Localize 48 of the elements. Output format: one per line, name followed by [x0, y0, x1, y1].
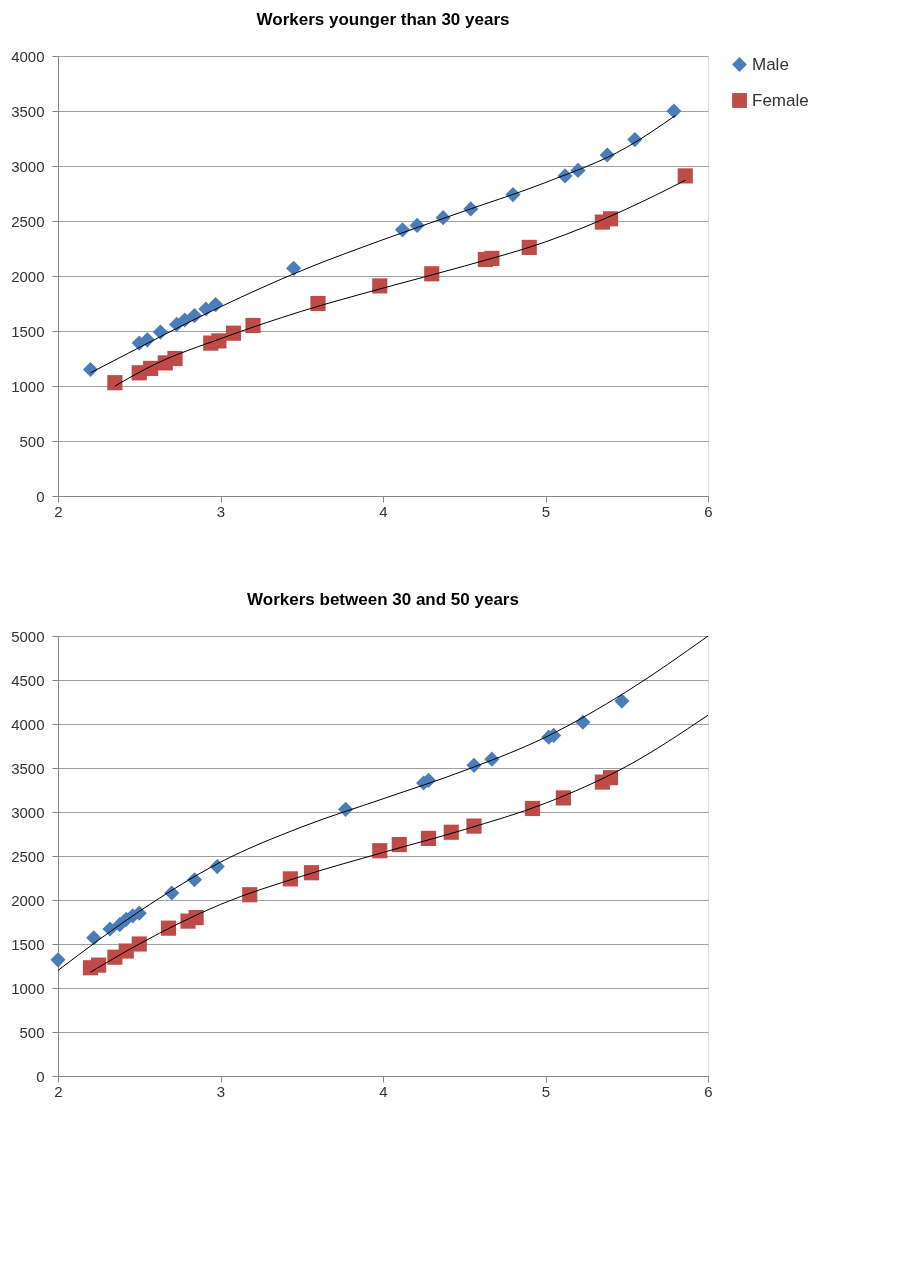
- legend-label: Female: [752, 90, 809, 110]
- point: [286, 260, 302, 276]
- point: [107, 375, 123, 391]
- y-tick-label: 3000: [11, 157, 45, 175]
- y-tick-label: 0: [36, 1067, 45, 1085]
- chart-title: Workers younger than 30 years: [256, 10, 510, 29]
- x-tick-label: 2: [54, 502, 63, 520]
- y-tick-label: 500: [19, 1023, 45, 1041]
- point: [167, 350, 183, 367]
- point: [614, 693, 630, 709]
- y-tick-label: 1000: [11, 979, 45, 997]
- y-tick-label: 4500: [11, 671, 45, 689]
- y-tick-label: 4000: [11, 715, 45, 733]
- y-tick-label: 2500: [11, 847, 45, 865]
- point: [131, 936, 147, 952]
- point: [245, 317, 261, 334]
- point: [466, 818, 482, 834]
- x-tick-label: 6: [704, 1082, 713, 1100]
- y-tick-label: 2000: [11, 891, 45, 909]
- x-tick-label: 5: [541, 502, 551, 520]
- point: [310, 295, 326, 312]
- y-tick-label: 500: [19, 432, 45, 450]
- x-tick-label: 4: [379, 1082, 388, 1100]
- y-tick-label: 0: [36, 487, 45, 505]
- x-tick-label: 3: [216, 1082, 226, 1100]
- y-tick-label: 2000: [11, 267, 45, 285]
- x-tick-label: 3: [216, 502, 226, 520]
- x-tick-label: 5: [541, 1082, 551, 1100]
- chart-title: Workers between 30 and 50 years: [247, 590, 519, 609]
- line-series: [58, 636, 708, 971]
- point: [666, 103, 682, 119]
- x-tick-label: 6: [704, 502, 713, 520]
- x-tick-label: 2: [54, 1082, 63, 1100]
- x-tick-label: 4: [379, 502, 388, 520]
- point: [82, 361, 99, 378]
- y-tick-label: 1000: [11, 377, 45, 395]
- y-tick-label: 5000: [11, 627, 45, 645]
- point: [50, 952, 66, 968]
- point: [555, 790, 571, 806]
- y-tick-label: 2500: [11, 212, 45, 230]
- point: [677, 168, 693, 184]
- y-tick-label: 1500: [11, 935, 45, 953]
- legend-label: Male: [752, 54, 789, 74]
- y-tick-label: 1500: [11, 322, 45, 340]
- y-tick-label: 4000: [11, 47, 45, 65]
- y-tick-label: 3500: [11, 102, 45, 120]
- y-tick-label: 3500: [11, 759, 45, 777]
- y-tick-label: 3000: [11, 803, 45, 821]
